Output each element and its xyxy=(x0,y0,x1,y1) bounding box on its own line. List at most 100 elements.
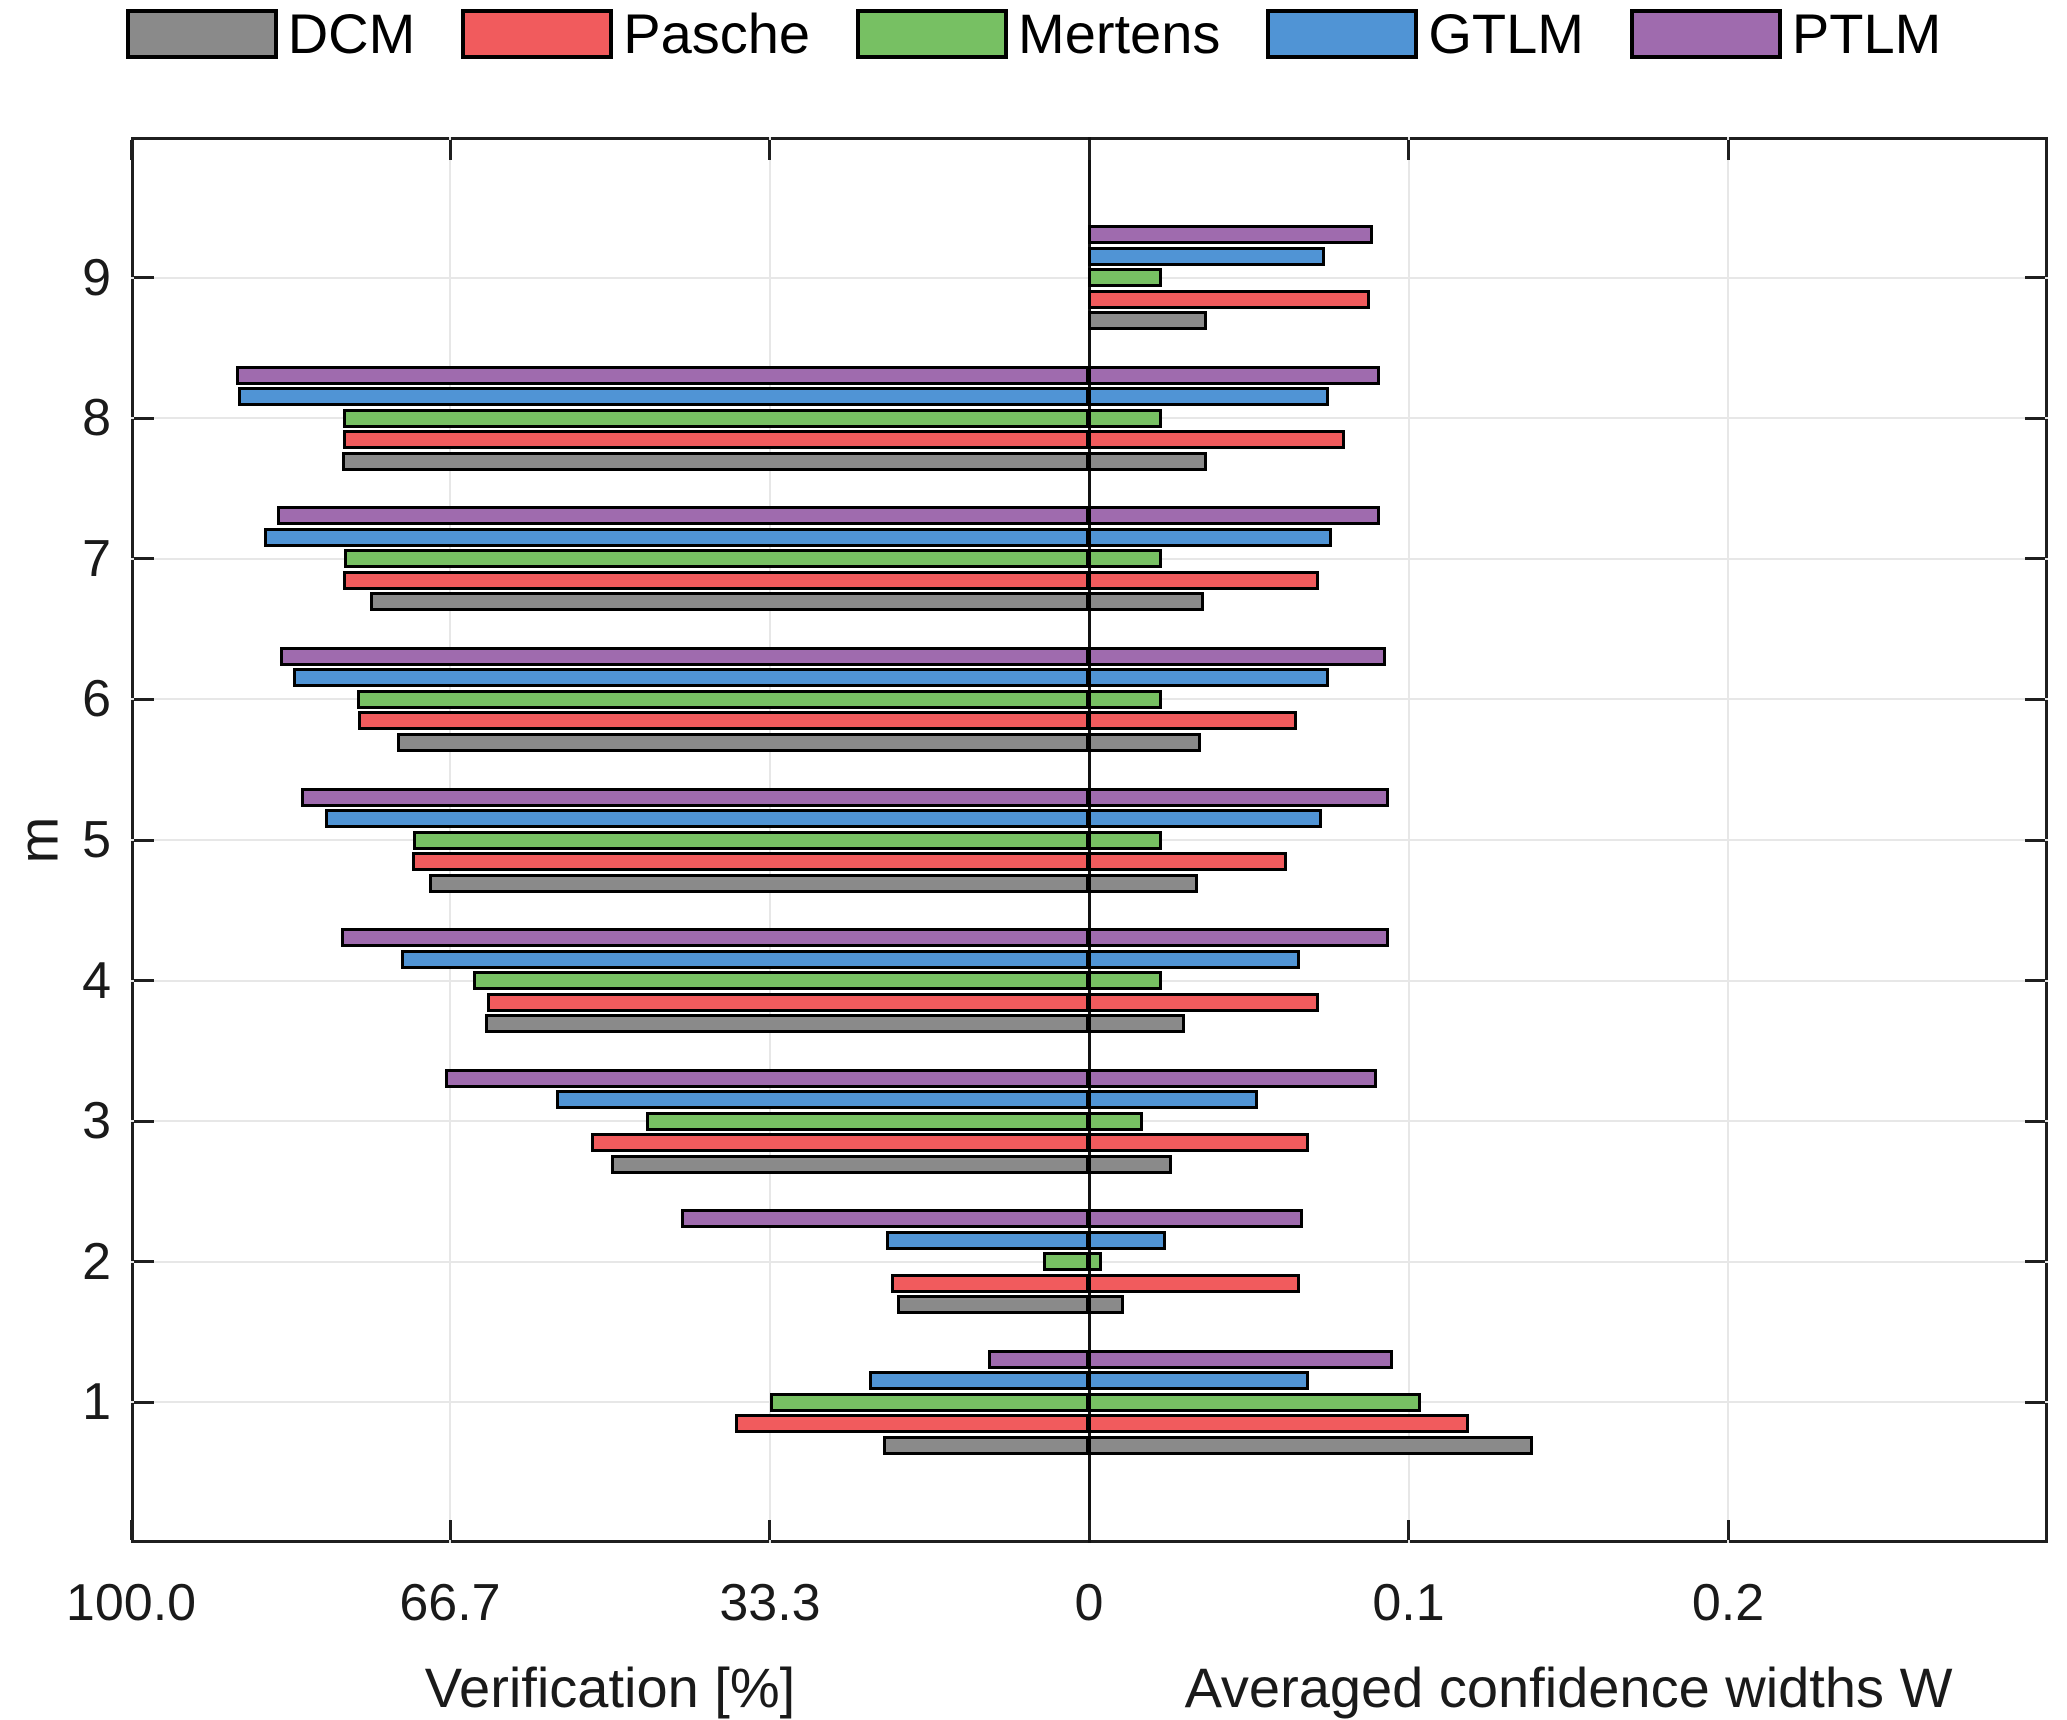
x-tick-label: 0.2 xyxy=(1691,1574,1765,1632)
legend-item-label: PTLM xyxy=(1791,2,1942,65)
bar-dcm-m3-confidence-width xyxy=(1087,1154,1173,1174)
bar-ptlm-m5-confidence-width xyxy=(1087,787,1390,807)
bar-dcm-m1-confidence-width xyxy=(1087,1435,1534,1455)
bar-gtlm-m2-verification xyxy=(885,1230,1089,1250)
bar-mertens-m4-verification xyxy=(473,971,1089,991)
bar-pasche-m4-verification xyxy=(487,992,1089,1012)
bar-gtlm-m4-confidence-width xyxy=(1087,949,1300,969)
bar-ptlm-m5-verification xyxy=(300,787,1089,807)
y-tick-label: 4 xyxy=(82,951,111,1010)
legend-item-mertens: Mertens xyxy=(856,6,1220,62)
bar-ptlm-m1-verification xyxy=(988,1349,1089,1369)
x-tick-mark xyxy=(1087,140,1091,160)
bar-gtlm-m5-confidence-width xyxy=(1087,809,1323,828)
bar-pasche-m6-verification xyxy=(358,711,1089,731)
bar-mertens-m7-confidence-width xyxy=(1087,549,1163,569)
x-tick-mark xyxy=(1407,1520,1410,1540)
bar-ptlm-m3-verification xyxy=(445,1068,1089,1088)
bar-ptlm-m2-verification xyxy=(680,1209,1089,1229)
bar-pasche-m5-confidence-width xyxy=(1087,852,1288,871)
bar-ptlm-m8-verification xyxy=(236,365,1089,385)
y-tick-mark xyxy=(2025,276,2045,280)
bar-mertens-m8-confidence-width xyxy=(1087,408,1163,428)
bar-gtlm-m8-verification xyxy=(238,387,1089,407)
bar-mertens-m3-verification xyxy=(646,1111,1089,1131)
bar-gtlm-m1-confidence-width xyxy=(1087,1371,1310,1391)
bar-mertens-m1-confidence-width xyxy=(1087,1392,1422,1412)
bar-gtlm-m4-verification xyxy=(401,949,1089,969)
y-tick-label: 1 xyxy=(82,1373,111,1432)
bar-pasche-m2-confidence-width xyxy=(1087,1273,1300,1293)
bar-pasche-m7-verification xyxy=(342,570,1089,590)
bar-pasche-m1-confidence-width xyxy=(1087,1414,1470,1434)
y-tick-mark xyxy=(2025,979,2045,983)
bar-mertens-m7-verification xyxy=(343,549,1089,569)
legend-swatch-icon xyxy=(125,9,278,59)
bar-ptlm-m2-confidence-width xyxy=(1087,1209,1304,1229)
bar-gtlm-m9-confidence-width xyxy=(1087,246,1326,266)
x-tick-label: 33.3 xyxy=(719,1574,821,1632)
x-tick-label: 100.0 xyxy=(65,1574,197,1632)
bar-gtlm-m8-confidence-width xyxy=(1087,387,1329,407)
bar-dcm-m9-confidence-width xyxy=(1087,311,1208,331)
bar-pasche-m3-confidence-width xyxy=(1087,1133,1310,1153)
bar-dcm-m5-confidence-width xyxy=(1087,873,1198,893)
bar-mertens-m2-confidence-width xyxy=(1087,1252,1102,1272)
gridline-vertical xyxy=(1727,137,1729,1543)
bar-gtlm-m2-confidence-width xyxy=(1087,1230,1166,1250)
y-tick-label: 9 xyxy=(82,248,111,307)
y-tick-label: 2 xyxy=(82,1232,111,1291)
y-tick-mark xyxy=(134,979,154,983)
y-tick-mark xyxy=(2025,697,2045,701)
x-tick-mark xyxy=(448,140,452,160)
bar-mertens-m9-confidence-width xyxy=(1087,268,1163,288)
legend-item-label: DCM xyxy=(287,2,416,65)
bar-dcm-m6-verification xyxy=(397,732,1089,752)
bar-gtlm-m3-confidence-width xyxy=(1087,1090,1259,1110)
bar-pasche-m4-confidence-width xyxy=(1087,992,1320,1012)
legend-item-dcm: DCM xyxy=(125,2,416,65)
bar-gtlm-m6-confidence-width xyxy=(1087,668,1329,688)
bar-dcm-m8-confidence-width xyxy=(1087,451,1208,471)
bar-pasche-m8-confidence-width xyxy=(1087,430,1345,450)
gridline-vertical xyxy=(1407,137,1410,1543)
bar-ptlm-m4-confidence-width xyxy=(1087,928,1390,948)
x-tick-mark xyxy=(1087,1520,1091,1540)
x-tick-mark xyxy=(129,140,133,160)
y-tick-label: 5 xyxy=(82,811,111,869)
bar-pasche-m1-verification xyxy=(734,1414,1089,1434)
y-tick-mark xyxy=(134,1119,154,1123)
bar-mertens-m5-confidence-width xyxy=(1087,830,1163,850)
bar-mertens-m1-verification xyxy=(769,1392,1089,1412)
y-tick-mark xyxy=(134,1260,154,1264)
bar-dcm-m6-confidence-width xyxy=(1087,732,1201,752)
bar-mertens-m6-verification xyxy=(357,689,1089,709)
bar-pasche-m3-verification xyxy=(590,1133,1089,1153)
y-tick-mark xyxy=(134,1400,154,1404)
y-tick-mark xyxy=(134,276,154,280)
x-tick-label: 0.1 xyxy=(1372,1574,1445,1632)
bar-pasche-m6-confidence-width xyxy=(1087,711,1297,731)
y-tick-mark xyxy=(2025,1260,2045,1264)
bar-ptlm-m7-verification xyxy=(276,506,1089,526)
y-tick-mark xyxy=(2025,416,2045,420)
x-tick-mark xyxy=(768,140,772,160)
legend-item-label: Mertens xyxy=(1018,2,1221,65)
bar-dcm-m4-confidence-width xyxy=(1087,1014,1185,1034)
legend-swatch-icon xyxy=(1629,9,1782,59)
bar-dcm-m2-confidence-width xyxy=(1087,1295,1125,1315)
bar-dcm-m1-verification xyxy=(883,1435,1089,1455)
bar-dcm-m4-verification xyxy=(484,1014,1089,1034)
legend-swatch-icon xyxy=(1266,9,1419,59)
bar-mertens-m8-verification xyxy=(342,408,1089,428)
bar-pasche-m5-verification xyxy=(411,852,1089,871)
x-axis-label-right: Averaged confidence widths W xyxy=(1184,1656,1953,1719)
bar-gtlm-m6-verification xyxy=(292,668,1089,688)
x-tick-label: 66.7 xyxy=(399,1574,501,1632)
bar-pasche-m8-verification xyxy=(342,430,1089,450)
y-tick-mark xyxy=(2025,1119,2045,1123)
bar-ptlm-m9-confidence-width xyxy=(1087,225,1374,245)
bar-dcm-m2-verification xyxy=(897,1295,1089,1315)
bar-ptlm-m7-confidence-width xyxy=(1087,506,1380,526)
